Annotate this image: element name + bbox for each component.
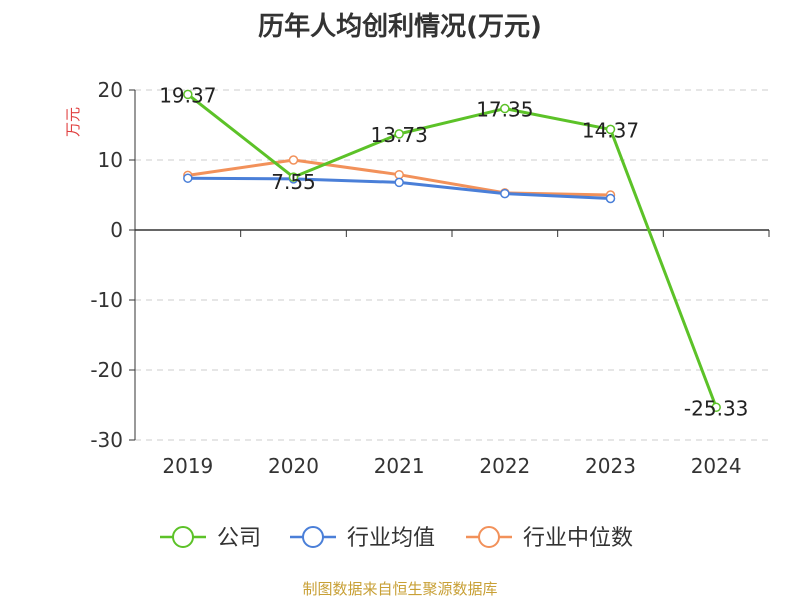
data-label: 14.37 (582, 118, 639, 142)
data-point (394, 177, 404, 188)
y-tick-label: -30 (90, 428, 123, 452)
data-label: 7.55 (271, 170, 316, 194)
x-tick-label: 2019 (162, 454, 213, 478)
data-label: 19.37 (159, 83, 216, 107)
data-source-note: 制图数据来自恒生聚源数据库 (302, 580, 498, 598)
data-point (500, 103, 510, 114)
data-label: 17.35 (476, 98, 533, 122)
series-line (186, 93, 718, 408)
data-point (394, 129, 404, 139)
data-point (605, 124, 616, 135)
data-point (183, 89, 193, 100)
y-tick-label: 10 (98, 148, 123, 172)
data-point (605, 193, 616, 204)
y-tick-label: -10 (90, 288, 123, 312)
x-tick-label: 2021 (374, 454, 425, 478)
data-point (500, 188, 510, 199)
data-point (288, 172, 299, 182)
data-point (394, 169, 404, 180)
legend-swatch-marker (172, 526, 194, 548)
legend-swatch-marker (478, 526, 500, 548)
x-tick-label: 2024 (691, 454, 742, 478)
data-point (711, 402, 721, 413)
y-tick-label: -20 (90, 358, 123, 382)
legend-label: 行业均值 (347, 526, 435, 551)
data-point (183, 173, 193, 183)
legend-swatch-marker (302, 526, 324, 548)
legend-label: 行业中位数 (523, 526, 633, 551)
data-label: -25.33 (684, 396, 748, 420)
legend-label: 公司 (217, 526, 261, 551)
y-tick-label: 20 (98, 78, 123, 102)
y-tick-label: 0 (110, 218, 123, 242)
data-point (288, 155, 299, 165)
data-label: 13.73 (371, 123, 428, 147)
x-tick-label: 2023 (585, 454, 636, 478)
chart-title: 历年人均创利情况(万元) (258, 12, 542, 42)
y-axis-title: 万元 (64, 107, 82, 137)
x-tick-label: 2022 (479, 454, 530, 478)
x-tick-label: 2020 (268, 454, 319, 478)
